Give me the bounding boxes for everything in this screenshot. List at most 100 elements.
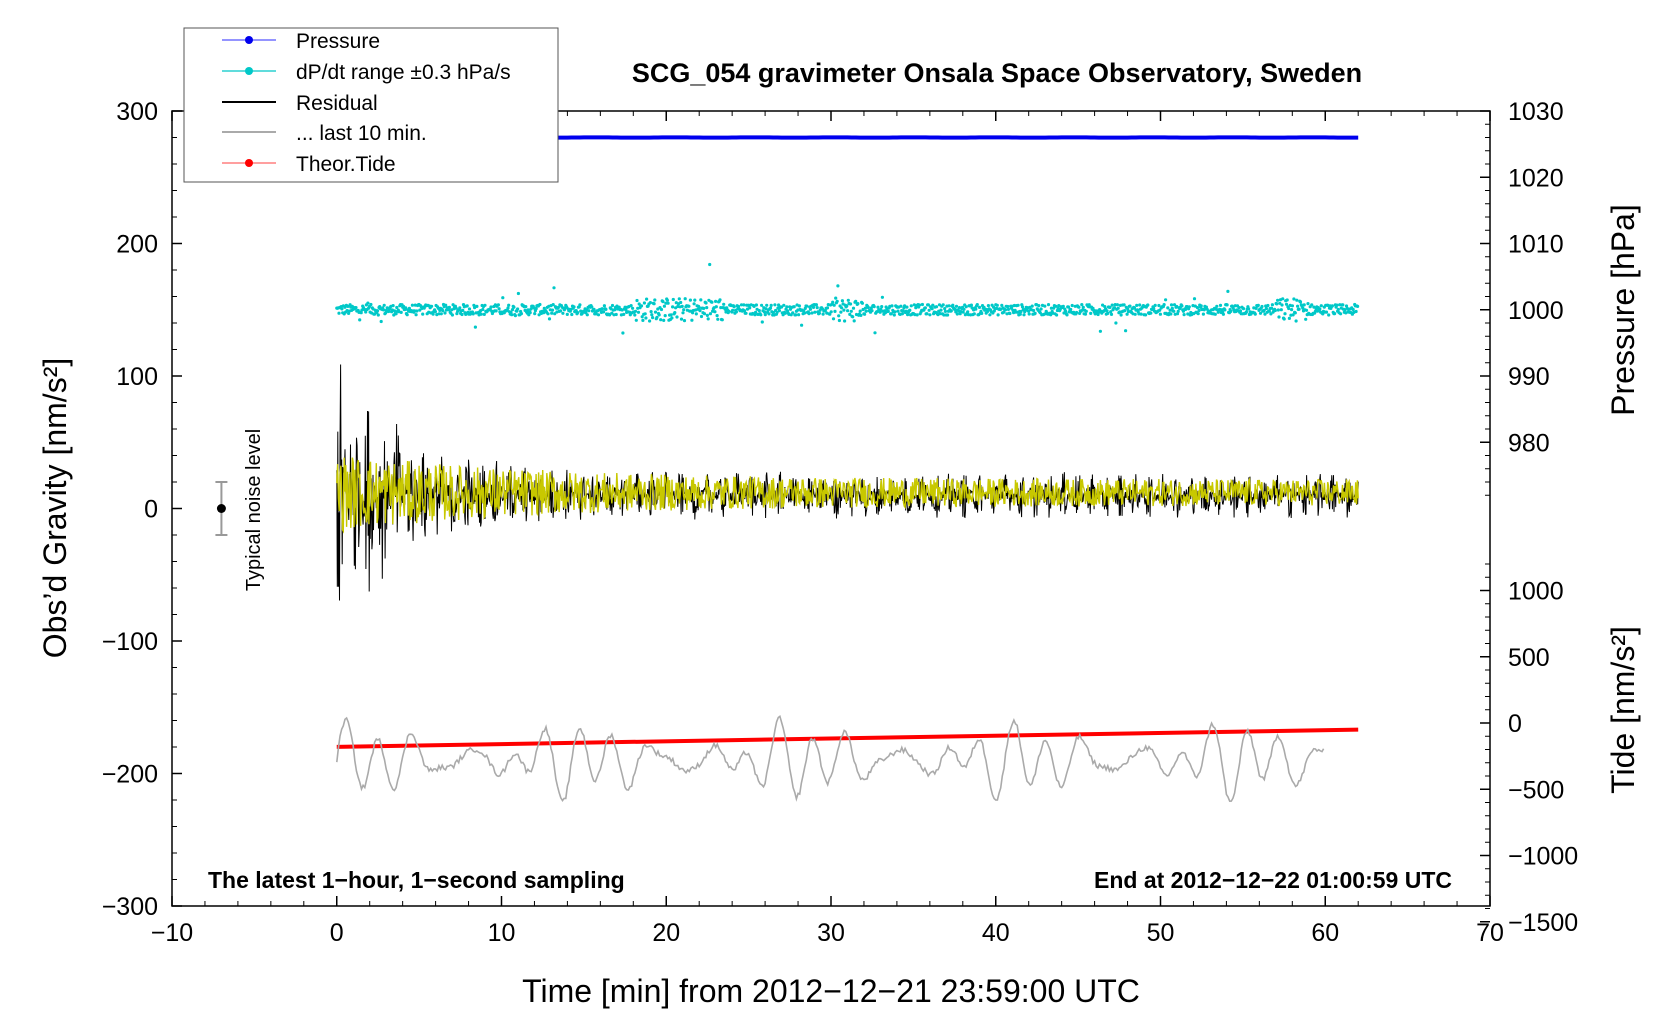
dpdt-point [381,308,386,312]
dpdt-point [348,303,352,307]
noise-level-label: Typical noise level [243,429,265,591]
dpdt-point [1054,304,1058,308]
y-tick-label: 200 [116,231,158,259]
dpdt-point [465,304,469,308]
x-tick-label: −10 [151,919,193,947]
dpdt-point [1109,312,1114,316]
residual-smoothed-line [336,457,1359,534]
end-time-note: End at 2012−12−22 01:00:59 UTC [1094,867,1452,893]
dpdt-point [702,312,707,316]
noise-level-point [216,504,226,513]
dpdt-point [996,313,1000,317]
dpdt-point [923,306,928,310]
dpdt-point [482,312,486,316]
dpdt-point [1065,313,1069,317]
dpdt-point [1280,303,1284,307]
dpdt-point [840,306,844,310]
dpdt-point [643,312,647,316]
dpdt-point [934,305,939,309]
dpdt-point [1187,305,1191,309]
dpdt-point [863,312,867,316]
dpdt-point [762,310,767,314]
dpdt-point [510,308,515,312]
dpdt-point [754,310,758,314]
dpdt-point [815,306,819,310]
dpdt-point [1006,304,1010,309]
dpdt-point [805,304,809,308]
dpdt-point [1006,307,1011,311]
dpdt-point [662,304,667,308]
dpdt-point [1324,310,1329,314]
dpdt-point [880,305,884,309]
dpdt-point [364,310,368,314]
dpdt-point [892,313,896,317]
dpdt-point [1135,303,1139,307]
legend-pressure-marker [245,36,253,44]
dpdt-point [1244,310,1248,314]
dpdt-point [665,298,670,302]
dpdt-point [1106,311,1110,315]
dpdt-point [785,305,789,309]
x-axis-title: Time [min] from 2012−12−21 23:59:00 UTC [522,973,1140,1009]
dpdt-point [969,303,974,307]
dpdt-point [682,308,686,312]
dpdt-point [552,286,556,290]
dpdt-point [972,312,976,316]
dpdt-point [908,308,912,312]
dpdt-point [1123,309,1127,313]
dpdt-point [1215,304,1219,308]
dpdt-point [763,313,767,317]
dpdt-point [1033,311,1037,315]
legend-residual-label: Residual [296,92,378,115]
dpdt-point [986,304,991,308]
dpdt-point [1138,303,1142,307]
dpdt-point [947,304,951,308]
dpdt-point [662,318,666,322]
dpdt-point [811,305,816,309]
dpdt-point [1256,303,1260,307]
dpdt-point [759,313,763,317]
legend-last10-label: ... last 10 min. [296,122,427,145]
dpdt-point [1298,300,1303,304]
dpdt-point [382,303,386,307]
y-tick-label: −100 [102,628,158,656]
dpdt-point [666,301,670,305]
dpdt-point [1356,304,1360,308]
last-10-min-series [336,714,1325,803]
dpdt-point [585,313,589,317]
dpdt-point [641,318,645,322]
dpdt-point [925,312,929,316]
dpdt-point [639,304,644,308]
dpdt-point [497,307,501,311]
dpdt-point [1254,306,1258,310]
dpdt-point [1321,312,1325,316]
dpdt-point [995,303,999,307]
dpdt-point [600,307,604,311]
dpdt-point [1075,310,1079,315]
dpdt-point [384,311,388,315]
dpdt-point [905,305,909,309]
pressure-axis-title: Pressure [hPa] [1605,204,1641,416]
dpdt-point [1297,307,1301,311]
dpdt-point [754,303,759,307]
dpdt-point [340,307,344,311]
dpdt-point [1264,306,1268,311]
dpdt-point [546,312,550,316]
dpdt-point [1122,303,1126,307]
dpdt-point [706,317,710,321]
dpdt-point [1181,309,1185,313]
x-axis-ticks: −10 0 10 20 30 40 50 60 70 [151,111,1504,947]
dpdt-point [719,306,723,310]
dpdt-point [1124,329,1128,333]
dpdt-point [829,310,833,314]
dpdt-point [1281,297,1285,301]
dpdt-point [592,307,596,311]
dpdt-point [708,312,713,316]
noise-level-indicator: Typical noise level [215,429,265,591]
dpdt-point [1133,312,1137,316]
dpdt-point [550,308,555,312]
dpdt-point [651,316,655,320]
dpdt-point [645,297,649,301]
dpdt-point [1341,303,1345,307]
dpdt-point [1267,309,1271,313]
